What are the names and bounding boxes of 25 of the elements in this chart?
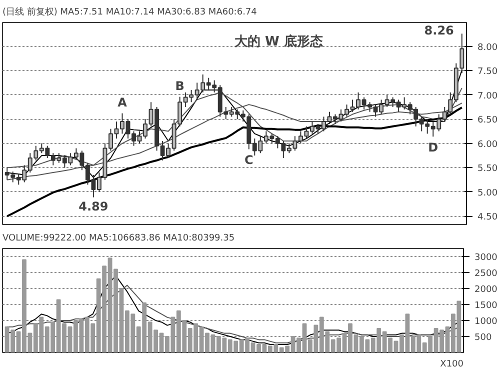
chart-title: (日线 前复权) MA5:7.51 MA10:7.14 MA30:6.83 MA60:6.74 xyxy=(2,6,258,18)
y-tick-label: 8.00 xyxy=(478,42,498,53)
annotation: 大的 W 底形态 xyxy=(234,34,324,50)
annotation: D xyxy=(428,140,438,155)
annotation: A xyxy=(118,95,128,110)
y-tick-label: 5.00 xyxy=(478,188,498,198)
y-tick-label: 4.50 xyxy=(478,212,498,223)
y-tick-label: 500 xyxy=(474,333,492,343)
annotation: C xyxy=(244,153,254,168)
y-tick-label: 6.50 xyxy=(478,116,498,126)
text: X100 xyxy=(440,360,464,370)
y-tick-label: 2500 xyxy=(474,269,498,279)
y-tick-label: 3000 xyxy=(474,253,498,263)
annotation: 8.26 xyxy=(424,24,454,38)
y-tick-label: 7.00 xyxy=(478,91,498,102)
y-tick-label: 7.50 xyxy=(478,67,498,78)
y-tick-label: 2000 xyxy=(474,285,498,295)
y-tick-label: 1500 xyxy=(474,301,498,311)
y-tick-label: 6.00 xyxy=(478,140,498,150)
annotation: B xyxy=(175,78,184,93)
line-series xyxy=(6,284,460,344)
y-tick-label: 5.50 xyxy=(478,164,498,174)
y-tick-label: 1000 xyxy=(474,317,498,327)
annotation: 4.89 xyxy=(78,199,108,214)
chart-title: VOLUME:99222.00 MA5:106683.86 MA10:80399.35 xyxy=(2,234,235,244)
